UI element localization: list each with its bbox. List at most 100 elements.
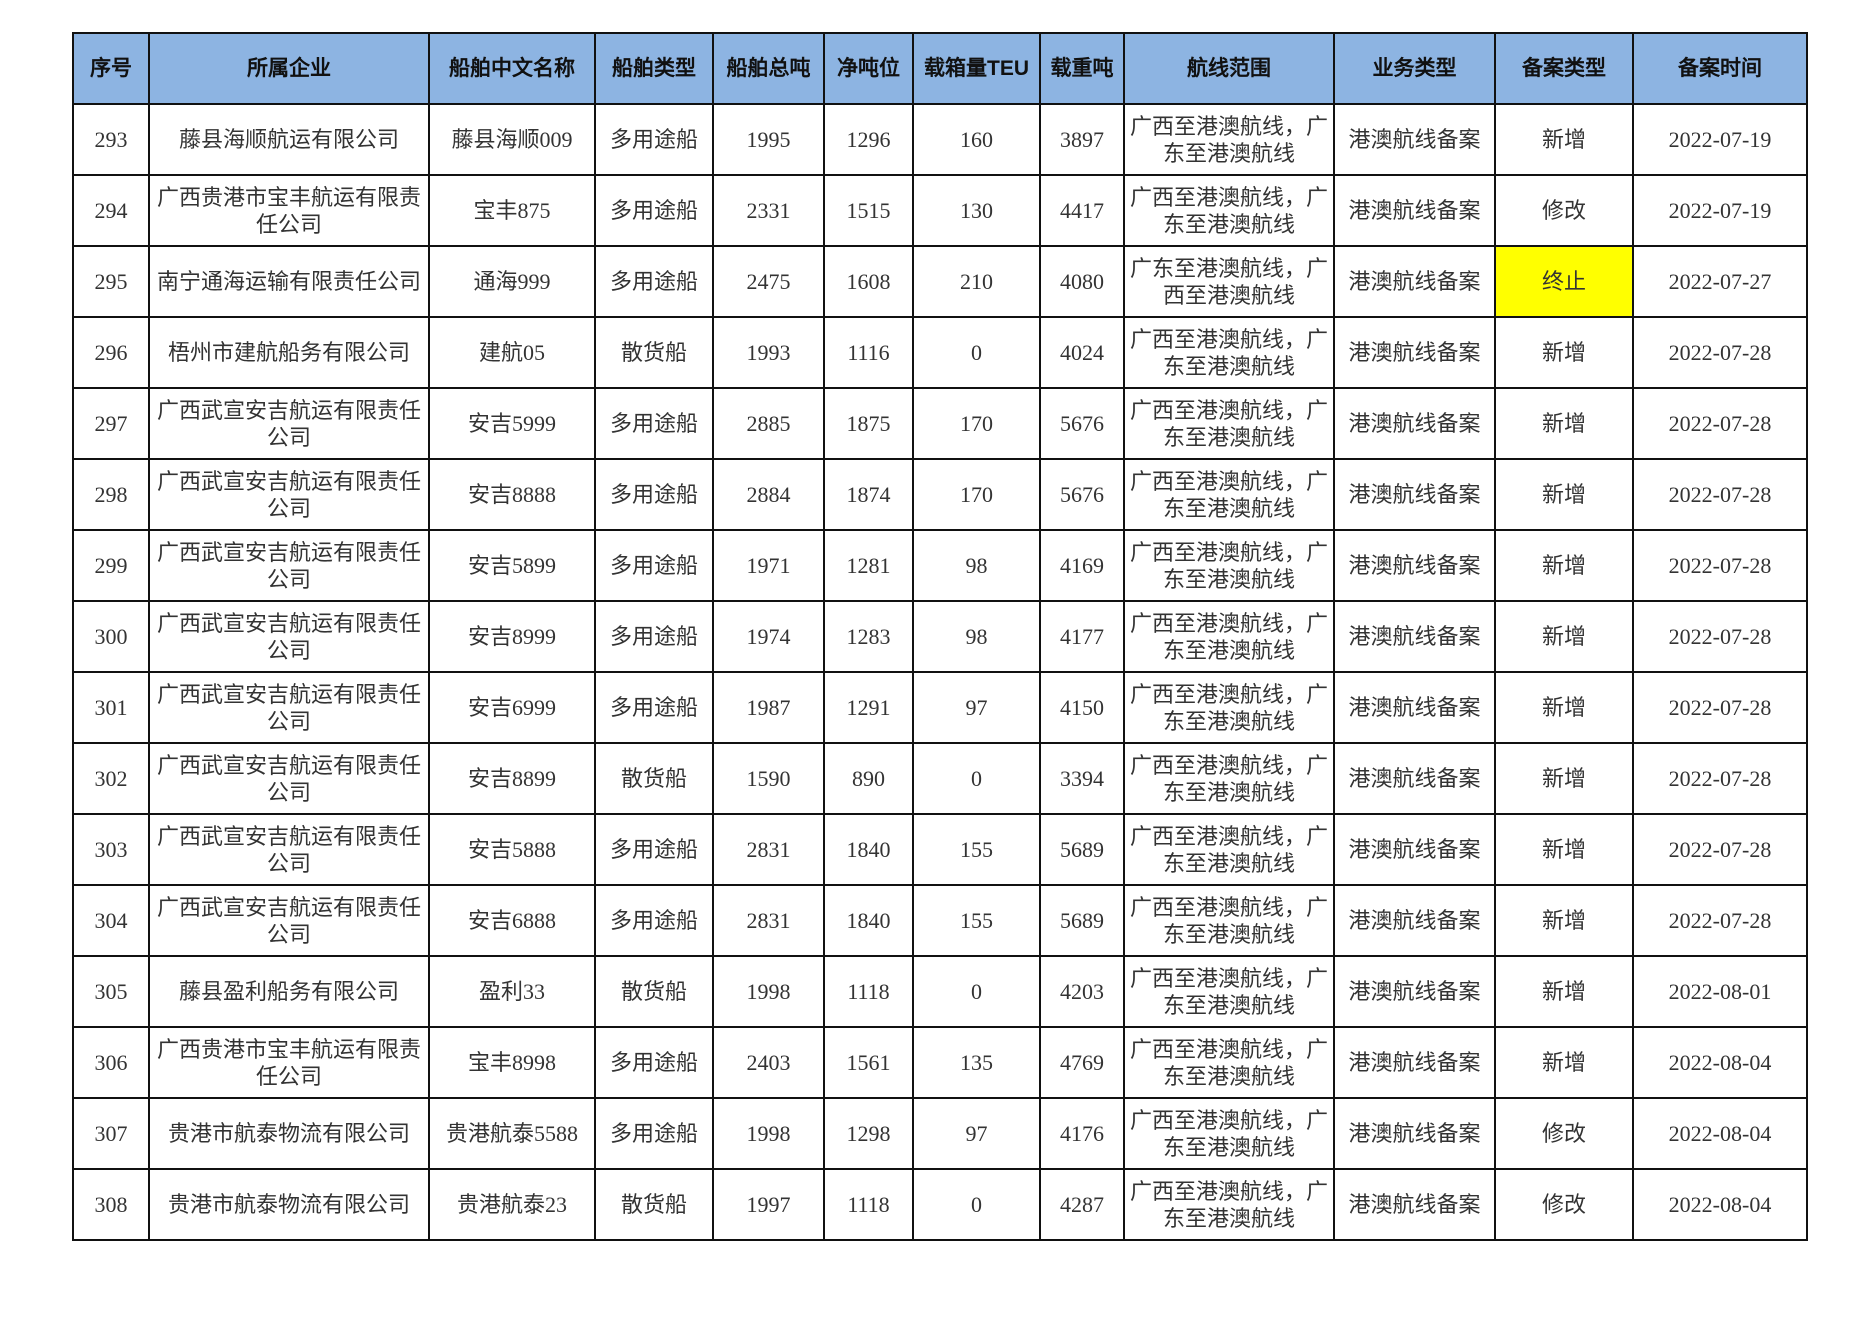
cell-ship-type: 多用途船: [594, 103, 714, 176]
cell-teu: 130: [912, 174, 1041, 247]
cell-ship-type: 多用途船: [594, 600, 714, 673]
cell-route: 广西至港澳航线，广东至港澳航线: [1123, 103, 1335, 176]
cell-deadweight: 4150: [1039, 671, 1125, 744]
cell-teu: 155: [912, 884, 1041, 957]
cell-business-type: 港澳航线备案: [1333, 245, 1496, 318]
cell-filing-date: 2022-07-19: [1632, 103, 1808, 176]
cell-filing-type: 新增: [1494, 458, 1634, 531]
cell-net-tonnage: 1840: [823, 884, 914, 957]
cell-ship-type: 多用途船: [594, 529, 714, 602]
cell-ship-type: 散货船: [594, 742, 714, 815]
cell-route: 广东至港澳航线，广西至港澳航线: [1123, 245, 1335, 318]
cell-teu: 98: [912, 529, 1041, 602]
cell-net-tonnage: 1561: [823, 1026, 914, 1099]
cell-filing-date: 2022-08-04: [1632, 1168, 1808, 1241]
cell-net-tonnage: 1118: [823, 955, 914, 1028]
cell-seq: 295: [72, 245, 150, 318]
cell-seq: 299: [72, 529, 150, 602]
cell-ship-name: 安吉6888: [428, 884, 596, 957]
cell-filing-date: 2022-07-28: [1632, 529, 1808, 602]
cell-filing-date: 2022-08-04: [1632, 1097, 1808, 1170]
cell-deadweight: 5689: [1039, 813, 1125, 886]
cell-deadweight: 5676: [1039, 458, 1125, 531]
table-row: 294 广西贵港市宝丰航运有限责任公司 宝丰875 多用途船 2331 1515 130 44…: [72, 174, 1808, 247]
cell-filing-type: 新增: [1494, 1026, 1634, 1099]
cell-net-tonnage: 1118: [823, 1168, 914, 1241]
cell-ship-name: 建航05: [428, 316, 596, 389]
cell-filing-date: 2022-07-28: [1632, 458, 1808, 531]
header-filing-type: 备案类型: [1494, 32, 1634, 105]
cell-filing-date: 2022-07-28: [1632, 742, 1808, 815]
cell-business-type: 港澳航线备案: [1333, 955, 1496, 1028]
cell-filing-type: 修改: [1494, 1097, 1634, 1170]
cell-seq: 297: [72, 387, 150, 460]
table-row: 302 广西武宣安吉航运有限责任公司 安吉8899 散货船 1590 890 0 3394 广西…: [72, 742, 1808, 815]
cell-business-type: 港澳航线备案: [1333, 813, 1496, 886]
cell-seq: 304: [72, 884, 150, 957]
cell-net-tonnage: 1296: [823, 103, 914, 176]
cell-filing-type: 新增: [1494, 813, 1634, 886]
cell-gross-tonnage: 2331: [712, 174, 825, 247]
cell-business-type: 港澳航线备案: [1333, 529, 1496, 602]
cell-filing-type: 新增: [1494, 884, 1634, 957]
table-row: 296 梧州市建航船务有限公司 建航05 散货船 1993 1116 0 4024 广西至港澳航…: [72, 316, 1808, 389]
cell-ship-type: 多用途船: [594, 813, 714, 886]
cell-net-tonnage: 1840: [823, 813, 914, 886]
cell-business-type: 港澳航线备案: [1333, 1097, 1496, 1170]
cell-gross-tonnage: 1998: [712, 955, 825, 1028]
cell-deadweight: 3897: [1039, 103, 1125, 176]
cell-gross-tonnage: 2831: [712, 813, 825, 886]
header-gross-tonnage: 船舶总吨: [712, 32, 825, 105]
table-row: 299 广西武宣安吉航运有限责任公司 安吉5899 多用途船 1971 1281 98 416…: [72, 529, 1808, 602]
cell-route: 广西至港澳航线，广东至港澳航线: [1123, 316, 1335, 389]
cell-company: 藤县盈利船务有限公司: [148, 955, 430, 1028]
cell-ship-name: 安吉8999: [428, 600, 596, 673]
cell-filing-date: 2022-07-27: [1632, 245, 1808, 318]
cell-gross-tonnage: 1590: [712, 742, 825, 815]
cell-route: 广西至港澳航线，广东至港澳航线: [1123, 1026, 1335, 1099]
cell-net-tonnage: 1291: [823, 671, 914, 744]
cell-business-type: 港澳航线备案: [1333, 1168, 1496, 1241]
cell-seq: 308: [72, 1168, 150, 1241]
cell-seq: 301: [72, 671, 150, 744]
cell-ship-name: 安吉5899: [428, 529, 596, 602]
cell-deadweight: 4417: [1039, 174, 1125, 247]
cell-business-type: 港澳航线备案: [1333, 1026, 1496, 1099]
cell-deadweight: 4169: [1039, 529, 1125, 602]
cell-gross-tonnage: 1987: [712, 671, 825, 744]
cell-net-tonnage: 1608: [823, 245, 914, 318]
cell-company: 广西贵港市宝丰航运有限责任公司: [148, 174, 430, 247]
cell-gross-tonnage: 2831: [712, 884, 825, 957]
table-row: 297 广西武宣安吉航运有限责任公司 安吉5999 多用途船 2885 1875 170 56…: [72, 387, 1808, 460]
cell-teu: 210: [912, 245, 1041, 318]
cell-net-tonnage: 1298: [823, 1097, 914, 1170]
cell-gross-tonnage: 2403: [712, 1026, 825, 1099]
table-row: 307 贵港市航泰物流有限公司 贵港航泰5588 多用途船 1998 1298 97 4176…: [72, 1097, 1808, 1170]
cell-company: 梧州市建航船务有限公司: [148, 316, 430, 389]
cell-company: 广西武宣安吉航运有限责任公司: [148, 387, 430, 460]
cell-seq: 305: [72, 955, 150, 1028]
cell-deadweight: 4024: [1039, 316, 1125, 389]
cell-filing-type: 终止: [1494, 245, 1634, 318]
table-row: 308 贵港市航泰物流有限公司 贵港航泰23 散货船 1997 1118 0 4287 广西至港…: [72, 1168, 1808, 1241]
cell-net-tonnage: 890: [823, 742, 914, 815]
cell-net-tonnage: 1283: [823, 600, 914, 673]
header-seq: 序号: [72, 32, 150, 105]
cell-filing-type: 新增: [1494, 316, 1634, 389]
cell-company: 广西武宣安吉航运有限责任公司: [148, 600, 430, 673]
cell-filing-type: 新增: [1494, 529, 1634, 602]
cell-deadweight: 4177: [1039, 600, 1125, 673]
table-row: 295 南宁通海运输有限责任公司 通海999 多用途船 2475 1608 210 4080 广…: [72, 245, 1808, 318]
cell-route: 广西至港澳航线，广东至港澳航线: [1123, 529, 1335, 602]
cell-deadweight: 4176: [1039, 1097, 1125, 1170]
cell-filing-date: 2022-07-19: [1632, 174, 1808, 247]
header-ship-name: 船舶中文名称: [428, 32, 596, 105]
cell-ship-type: 多用途船: [594, 1026, 714, 1099]
cell-ship-type: 散货船: [594, 1168, 714, 1241]
cell-filing-type: 修改: [1494, 174, 1634, 247]
cell-route: 广西至港澳航线，广东至港澳航线: [1123, 742, 1335, 815]
cell-filing-date: 2022-07-28: [1632, 316, 1808, 389]
header-business-type: 业务类型: [1333, 32, 1496, 105]
header-row: 序号 所属企业 船舶中文名称 船舶类型 船舶总吨 净吨位 载箱量TEU 载重吨 航线范围 业务类型…: [72, 32, 1808, 105]
cell-teu: 0: [912, 1168, 1041, 1241]
